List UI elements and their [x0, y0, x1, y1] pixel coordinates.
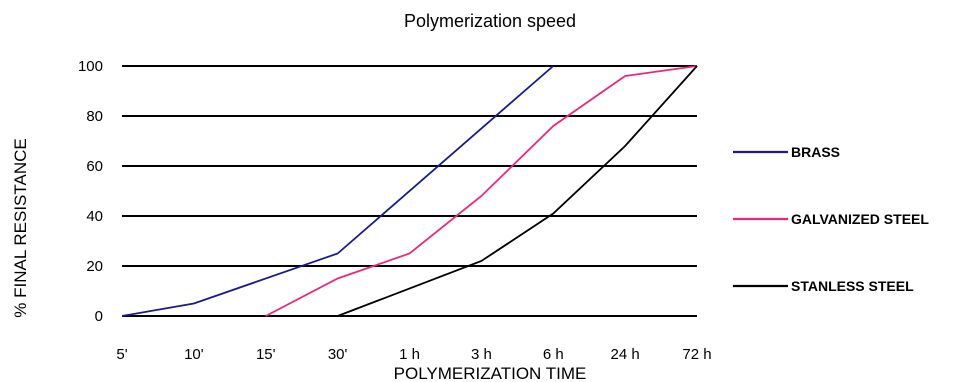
x-tick-label: 6 h — [543, 346, 564, 363]
y-tick-label: 40 — [86, 208, 103, 225]
chart-title: Polymerization speed — [404, 11, 576, 31]
x-tick-label: 15' — [256, 346, 276, 363]
series-line-galvanized-steel — [265, 65, 698, 317]
y-axis-label: % FINAL RESISTANCE — [11, 138, 30, 317]
y-tick-labels: 0 20 40 60 80 100 — [78, 58, 103, 325]
x-tick-label: 5' — [116, 346, 127, 363]
x-axis-label: POLYMERIZATION TIME — [394, 364, 587, 382]
legend-label-stanless-steel: STANLESS STEEL — [791, 278, 914, 294]
x-tick-label: 1 h — [399, 346, 420, 363]
y-tick-label: 20 — [86, 258, 103, 275]
x-tick-label: 72 h — [682, 346, 711, 363]
series-lines — [121, 65, 698, 317]
x-tick-label: 3 h — [471, 346, 492, 363]
x-tick-label: 30' — [328, 346, 348, 363]
legend-label-brass: BRASS — [791, 144, 840, 160]
gridlines — [122, 65, 697, 317]
legend-label-galvanized-steel: GALVANIZED STEEL — [791, 211, 929, 227]
x-tick-label: 10' — [184, 346, 204, 363]
x-tick-label: 24 h — [611, 346, 640, 363]
y-tick-label: 60 — [86, 158, 103, 175]
x-tick-labels: 5' 10' 15' 30' 1 h 3 h 6 h 24 h 72 h — [116, 346, 711, 363]
y-tick-label: 100 — [78, 58, 103, 75]
series-line-brass — [121, 65, 554, 317]
legend: BRASS GALVANIZED STEEL STANLESS STEEL — [733, 144, 929, 294]
y-tick-label: 0 — [95, 308, 103, 325]
series-line-stanless-steel — [337, 65, 698, 317]
y-tick-label: 80 — [86, 108, 103, 125]
